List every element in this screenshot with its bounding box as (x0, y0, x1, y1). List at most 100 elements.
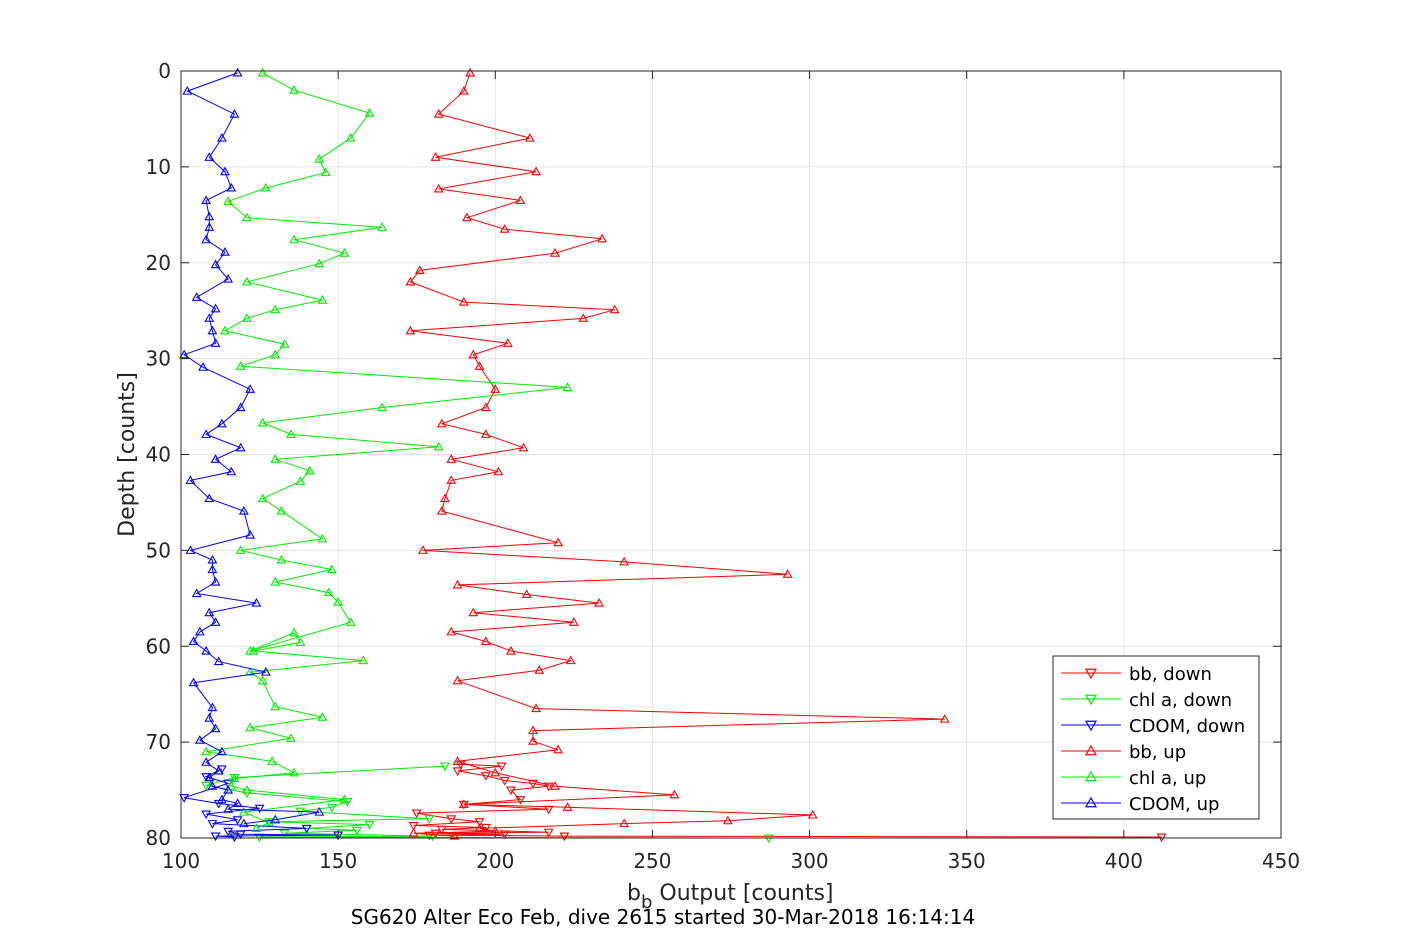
data-point (226, 466, 237, 476)
data-point (433, 109, 444, 118)
data-point (528, 736, 538, 745)
series-line (409, 72, 945, 837)
data-point (562, 802, 573, 811)
data-point (204, 713, 215, 722)
data-point (210, 617, 221, 626)
data-point (235, 442, 246, 452)
data-point (524, 133, 535, 142)
data-point (531, 703, 542, 713)
legend: bb, down chl a, down CDOM, down bb, up chl a… (1052, 655, 1260, 820)
data-point (345, 133, 356, 142)
y-tick-label: 10 (146, 155, 171, 179)
data-point (295, 637, 306, 646)
x-tick-label: 150 (319, 849, 357, 873)
data-point (220, 247, 230, 256)
data-point (201, 757, 212, 766)
data-point (194, 735, 205, 744)
data-point (468, 349, 479, 359)
data-point (568, 617, 579, 626)
data-point (276, 505, 287, 515)
data-point (242, 276, 252, 286)
data-point (210, 338, 221, 347)
data-point (597, 233, 608, 243)
data-point (405, 325, 416, 335)
data-point (198, 362, 208, 371)
x-axis-label-rest: Output [counts] (652, 881, 833, 906)
data-point (245, 667, 256, 676)
data-point (245, 529, 256, 539)
data-point (550, 781, 560, 790)
data-point (534, 665, 545, 674)
data-point (474, 818, 485, 827)
x-axis-ticks: 100 150 200 250 300 350 400 450 (162, 71, 1300, 873)
data-point (433, 441, 444, 451)
data-point (213, 765, 224, 775)
data-point (279, 339, 290, 348)
data-point (440, 493, 450, 503)
x-axis-label-base: b (627, 881, 641, 906)
legend-item: CDOM, up (1061, 794, 1219, 815)
data-point (468, 607, 479, 617)
data-point (188, 636, 199, 646)
data-point (223, 804, 234, 813)
data-point (480, 636, 491, 646)
data-point (289, 767, 300, 777)
data-point (408, 828, 419, 837)
data-point (257, 67, 268, 77)
data-point (270, 576, 281, 586)
legend-item: chl a, up (1061, 768, 1206, 789)
data-point (204, 313, 215, 322)
y-axis-label: Depth [counts] (115, 372, 140, 537)
data-point (528, 779, 538, 789)
data-point (207, 564, 218, 574)
data-point (201, 195, 212, 204)
x-tick-label: 100 (162, 849, 200, 873)
data-point (216, 418, 227, 428)
data-point (207, 554, 218, 564)
data-point (204, 772, 215, 782)
data-point (232, 67, 243, 77)
x-tick-label: 200 (476, 849, 514, 873)
y-tick-label: 60 (146, 634, 171, 658)
data-point (345, 617, 356, 626)
data-point (458, 296, 469, 306)
data-point (430, 152, 441, 161)
data-point (490, 384, 501, 393)
data-point (188, 677, 199, 687)
data-point (458, 86, 469, 95)
legend-item: chl a, down (1061, 690, 1232, 711)
data-point (210, 454, 221, 463)
data-point (452, 767, 463, 776)
legend-marker (1084, 744, 1098, 756)
data-point (480, 429, 491, 438)
legend-item: bb, down (1061, 664, 1212, 685)
data-point (320, 167, 331, 177)
data-point (543, 805, 554, 815)
data-point (254, 804, 265, 814)
data-point (279, 829, 290, 839)
data-point (220, 325, 230, 335)
data-point (185, 475, 196, 484)
data-point (213, 656, 224, 666)
data-point (216, 746, 227, 756)
data-point (326, 803, 337, 813)
data-point (609, 304, 620, 314)
data-point (496, 762, 507, 772)
data-point (238, 807, 249, 816)
series-bb-up (405, 67, 950, 840)
x-axis-label-subscript: b (641, 892, 652, 913)
data-point (194, 626, 205, 636)
data-point (515, 195, 526, 204)
x-tick-label: 400 (1105, 849, 1143, 873)
x-axis-label: bb Output [counts] (627, 881, 834, 913)
y-tick-label: 80 (146, 826, 171, 850)
data-point (216, 794, 227, 804)
data-point (565, 655, 576, 665)
series-line (413, 763, 1162, 838)
data-point (424, 815, 435, 824)
data-point (722, 815, 733, 825)
data-point (301, 824, 312, 834)
data-point (235, 402, 246, 412)
data-point (242, 212, 252, 222)
data-point (518, 442, 529, 452)
